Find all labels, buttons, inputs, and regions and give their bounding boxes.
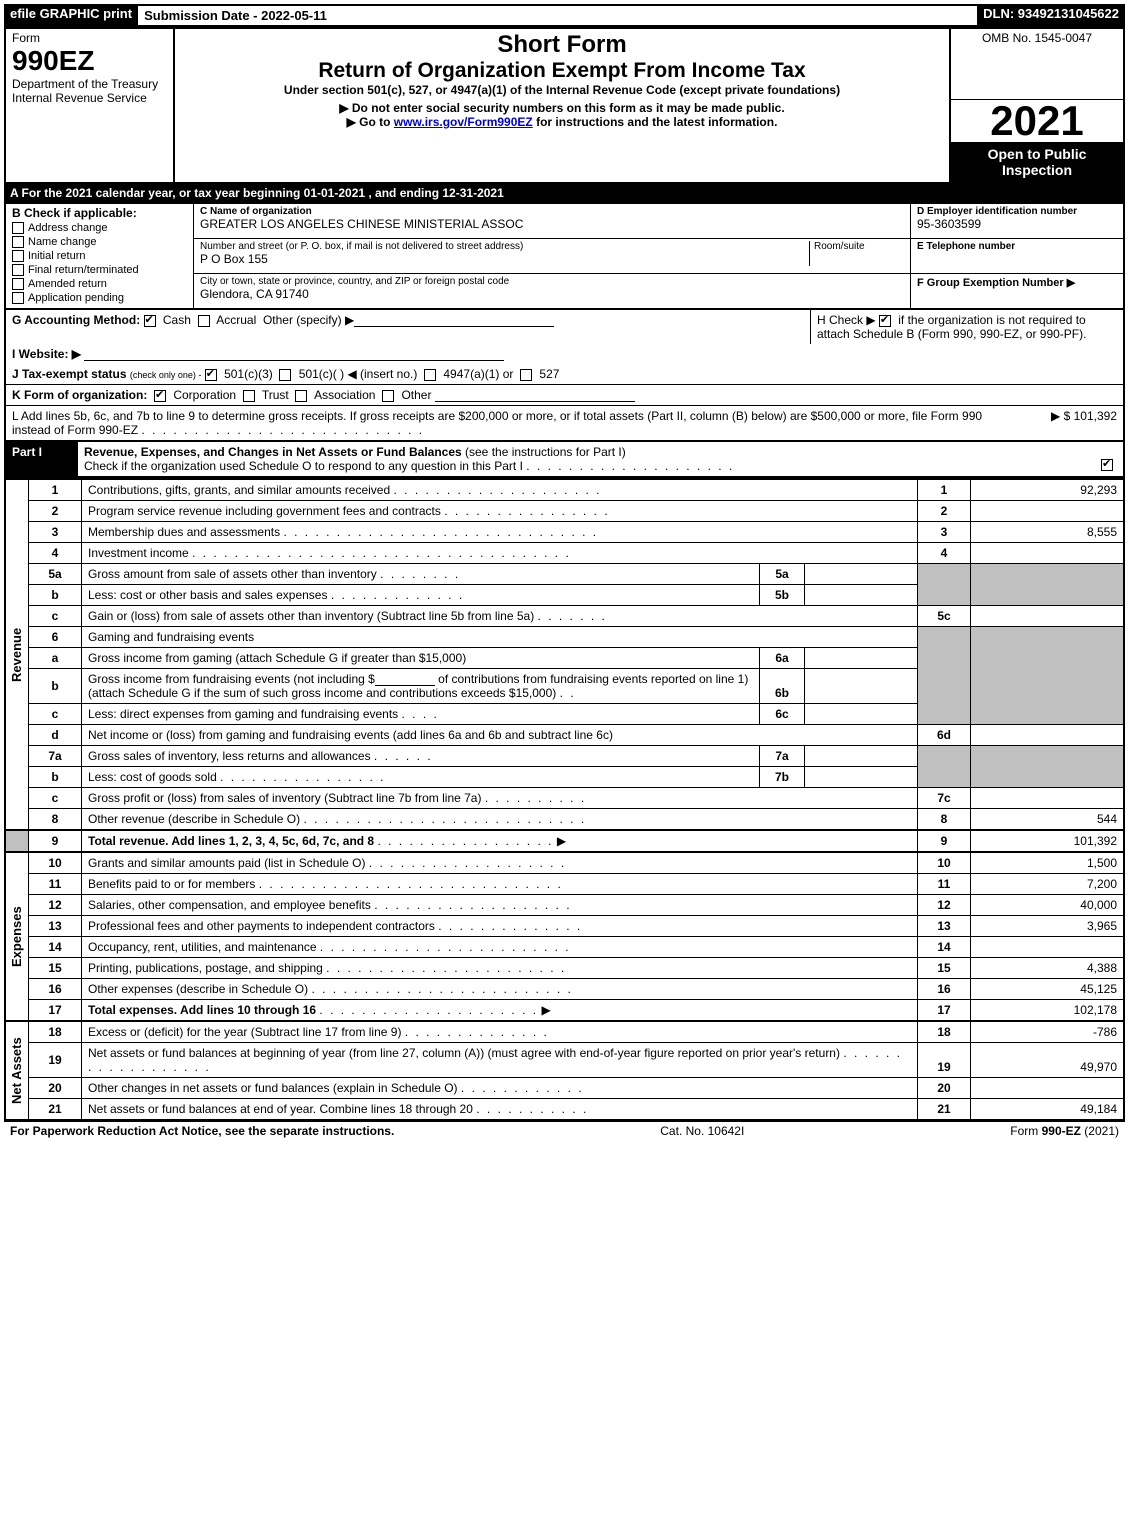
cb-assoc[interactable] bbox=[295, 390, 307, 402]
cb-initial-return[interactable]: Initial return bbox=[12, 250, 187, 262]
ln-1-val: 92,293 bbox=[971, 479, 1125, 501]
part1-label: Part I bbox=[6, 442, 78, 476]
warning-goto: ▶ Go to www.irs.gov/Form990EZ for instru… bbox=[181, 115, 943, 129]
section-i: I Website: ▶ bbox=[6, 344, 1123, 364]
section-b: B Check if applicable: Address change Na… bbox=[5, 203, 194, 310]
cb-other[interactable] bbox=[382, 390, 394, 402]
ln-1-num: 1 bbox=[29, 479, 82, 501]
section-b-label: B Check if applicable: bbox=[12, 206, 187, 220]
warning-ssn: ▶ Do not enter social security numbers o… bbox=[181, 101, 943, 115]
cb-501c3[interactable] bbox=[205, 369, 217, 381]
cb-schedule-b[interactable] bbox=[879, 315, 891, 327]
section-a: A For the 2021 calendar year, or tax yea… bbox=[4, 184, 1125, 202]
footer-center: Cat. No. 10642I bbox=[660, 1124, 744, 1138]
submission-date: Submission Date - 2022-05-11 bbox=[138, 4, 333, 27]
section-f: F Group Exemption Number ▶ bbox=[911, 273, 1125, 309]
bc-table: B Check if applicable: Address change Na… bbox=[4, 202, 1125, 311]
cb-501c[interactable] bbox=[279, 369, 291, 381]
section-c-street: Number and street (or P. O. box, if mail… bbox=[194, 238, 911, 273]
open-to-public: Open to Public Inspection bbox=[951, 142, 1123, 182]
irs-link[interactable]: www.irs.gov/Form990EZ bbox=[394, 115, 533, 129]
vlabel-expenses: Expenses bbox=[5, 852, 29, 1021]
vlabel-revenue: Revenue bbox=[5, 479, 29, 830]
omb-number: OMB No. 1545-0047 bbox=[957, 31, 1117, 45]
ln-1-rn: 1 bbox=[918, 479, 971, 501]
footer-right: Form 990-EZ (2021) bbox=[1010, 1124, 1119, 1138]
cb-application-pending[interactable]: Application pending bbox=[12, 292, 187, 304]
section-g: G Accounting Method: Cash Accrual Other … bbox=[6, 310, 810, 344]
vlabel-net: Net Assets bbox=[5, 1021, 29, 1120]
tax-year: 2021 bbox=[951, 100, 1123, 142]
department: Department of the Treasury Internal Reve… bbox=[12, 77, 167, 105]
ln-1-text: Contributions, gifts, grants, and simila… bbox=[82, 479, 918, 501]
section-l: L Add lines 5b, 6c, and 7b to line 9 to … bbox=[6, 405, 1123, 440]
cb-cash[interactable] bbox=[144, 315, 156, 327]
cb-name-change[interactable]: Name change bbox=[12, 236, 187, 248]
title-subtitle: Under section 501(c), 527, or 4947(a)(1)… bbox=[181, 83, 943, 97]
section-k: K Form of organization: Corporation Trus… bbox=[6, 384, 1123, 405]
section-c-name: C Name of organization GREATER LOS ANGEL… bbox=[194, 203, 911, 239]
title-return: Return of Organization Exempt From Incom… bbox=[181, 59, 943, 83]
title-short-form: Short Form bbox=[181, 31, 943, 59]
section-h: H Check ▶ if the organization is not req… bbox=[810, 310, 1123, 344]
cb-final-return[interactable]: Final return/terminated bbox=[12, 264, 187, 276]
cb-amended-return[interactable]: Amended return bbox=[12, 278, 187, 290]
footer: For Paperwork Reduction Act Notice, see … bbox=[4, 1121, 1125, 1140]
section-d: D Employer identification number 95-3603… bbox=[911, 203, 1125, 239]
cb-corp[interactable] bbox=[154, 390, 166, 402]
cb-4947[interactable] bbox=[424, 369, 436, 381]
line-table: Revenue 1 Contributions, gifts, grants, … bbox=[4, 478, 1125, 1121]
cb-527[interactable] bbox=[520, 369, 532, 381]
top-bar: efile GRAPHIC print Submission Date - 20… bbox=[4, 4, 1125, 27]
top-spacer bbox=[333, 4, 977, 27]
section-j: J Tax-exempt status (check only one) - 5… bbox=[6, 364, 1123, 384]
cb-trust[interactable] bbox=[243, 390, 255, 402]
form-label: Form bbox=[12, 31, 167, 45]
efile-label: efile GRAPHIC print bbox=[4, 4, 138, 27]
part1-title: Revenue, Expenses, and Changes in Net As… bbox=[78, 442, 1123, 476]
form-number: 990EZ bbox=[12, 45, 167, 77]
cb-address-change[interactable]: Address change bbox=[12, 222, 187, 234]
section-c-city: City or town, state or province, country… bbox=[194, 273, 911, 309]
section-e: E Telephone number bbox=[911, 238, 1125, 273]
footer-left: For Paperwork Reduction Act Notice, see … bbox=[10, 1124, 394, 1138]
header-table: Form 990EZ Department of the Treasury In… bbox=[4, 27, 1125, 184]
cb-schedule-o[interactable] bbox=[1101, 459, 1113, 471]
dln-label: DLN: 93492131045622 bbox=[977, 4, 1125, 27]
cb-accrual[interactable] bbox=[198, 315, 210, 327]
